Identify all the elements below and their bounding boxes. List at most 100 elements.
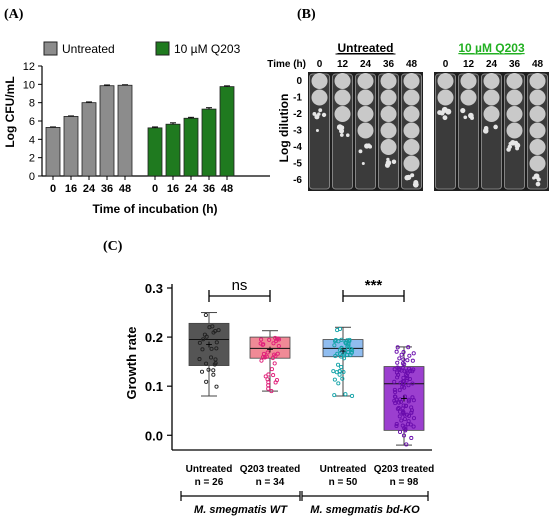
time-tick-label: 48 xyxy=(406,59,418,70)
spot-colony xyxy=(460,107,466,114)
spot-colony xyxy=(460,89,477,106)
bar xyxy=(63,116,79,177)
data-point xyxy=(406,366,412,371)
data-point xyxy=(400,361,405,366)
spot-colony xyxy=(391,159,397,164)
data-point xyxy=(213,357,218,362)
data-point xyxy=(395,360,400,365)
bar xyxy=(201,108,217,177)
legend-swatch-untreated xyxy=(43,41,58,56)
data-point xyxy=(211,368,216,373)
data-point xyxy=(347,337,352,342)
data-point xyxy=(270,355,275,361)
data-point xyxy=(392,398,397,403)
data-point xyxy=(337,372,342,377)
dilution-label: -2 xyxy=(293,109,302,120)
x-tick-label-a: 0 xyxy=(152,183,158,195)
mean-marker: + xyxy=(205,337,212,351)
data-point xyxy=(214,384,219,389)
spot-colony xyxy=(460,73,477,89)
data-point xyxy=(406,419,411,424)
data-point xyxy=(406,383,411,388)
data-point xyxy=(261,342,266,347)
spot-colony xyxy=(339,133,344,137)
time-tick-label: 12 xyxy=(337,59,349,70)
spot-colony xyxy=(413,179,419,185)
spot-colony xyxy=(506,122,523,139)
data-point xyxy=(211,330,216,335)
data-point xyxy=(403,404,408,409)
spot-colony xyxy=(437,73,454,89)
data-point xyxy=(395,406,400,411)
spot-colony xyxy=(321,112,327,118)
spot-colony xyxy=(403,89,420,106)
bar-chart-cfu: Untreated 10 µM Q203 Log CFU/mL Time of … xyxy=(3,41,270,216)
data-point xyxy=(266,372,271,377)
data-point xyxy=(259,358,264,363)
data-point xyxy=(259,337,264,342)
data-point xyxy=(271,341,276,346)
spot-colony xyxy=(437,89,454,106)
data-point xyxy=(399,352,404,357)
data-point xyxy=(201,337,206,342)
data-point xyxy=(405,373,410,379)
strain-label: M. smegmatis bd-KO xyxy=(310,504,420,516)
data-point xyxy=(404,442,409,447)
spot-colony xyxy=(403,155,420,172)
y-tick-label-a: 8 xyxy=(29,98,35,110)
box-plot-growth-rate: Growth rate 0.0 0.1 0.2 0.3 + Untreated n = 26… xyxy=(124,277,434,516)
data-point xyxy=(332,377,337,382)
data-point xyxy=(406,399,411,404)
time-tick-label: 12 xyxy=(463,59,475,70)
group-n: n = 26 xyxy=(195,477,224,488)
spot-colony xyxy=(318,108,323,113)
spot-colony xyxy=(506,89,523,106)
bar xyxy=(183,117,199,177)
y-tick-label-a: 2 xyxy=(29,153,35,165)
time-tick-label: 36 xyxy=(383,59,395,70)
x-tick-label-a: 16 xyxy=(167,183,179,195)
data-point xyxy=(266,380,271,385)
dilution-label: -5 xyxy=(293,159,302,170)
data-point xyxy=(276,343,281,349)
data-point xyxy=(409,435,414,441)
data-point xyxy=(398,399,403,404)
legend-label-untreated: Untreated xyxy=(62,42,115,56)
spot-colony xyxy=(493,124,498,130)
data-point xyxy=(337,347,342,353)
x-axis-label-a: Time of incubation (h) xyxy=(92,202,217,216)
spot-colony xyxy=(529,73,546,89)
spot-colony xyxy=(314,114,320,120)
data-point xyxy=(408,422,413,427)
data-point xyxy=(264,354,269,359)
data-point xyxy=(400,365,405,370)
data-point xyxy=(411,424,416,429)
x-tick-label-a: 48 xyxy=(221,183,233,195)
time-tick-label: 0 xyxy=(317,59,323,70)
data-point xyxy=(409,410,414,415)
spot-colony xyxy=(380,139,397,155)
x-tick-label-a: 36 xyxy=(203,183,215,195)
data-point xyxy=(396,372,401,377)
spot-colony xyxy=(380,122,397,139)
mean-marker: + xyxy=(400,391,407,405)
data-point xyxy=(204,334,209,339)
data-point xyxy=(341,369,346,375)
group-label: Untreated xyxy=(186,464,233,475)
y-tick-label-a: 0 xyxy=(29,171,35,183)
data-point xyxy=(402,417,407,422)
data-point xyxy=(346,343,351,348)
data-point xyxy=(350,393,355,399)
y-tick-label-c: 0.0 xyxy=(145,428,163,443)
data-point xyxy=(335,328,340,333)
spot-colony xyxy=(441,106,448,113)
data-point xyxy=(394,423,399,429)
data-point xyxy=(409,405,414,410)
plate-title: 10 µM Q203 xyxy=(458,41,525,55)
spot-colony xyxy=(358,149,363,154)
significance-label: ns xyxy=(232,277,248,294)
data-point xyxy=(395,345,400,350)
spot-colony xyxy=(535,181,541,187)
spot-colony xyxy=(339,125,345,131)
y-tick-label-a: 4 xyxy=(29,134,35,146)
